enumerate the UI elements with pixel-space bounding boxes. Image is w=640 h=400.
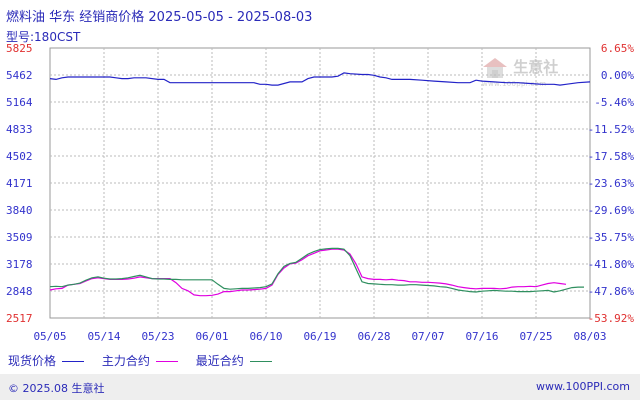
y-tick-label-left: 5462 [6, 69, 33, 82]
y-tick-label-right: 0.00% [601, 69, 634, 82]
chart-subtitle: 型号:180CST [6, 30, 81, 44]
x-tick-label: 05/14 [87, 330, 120, 343]
x-tick-label: 08/03 [573, 330, 606, 343]
x-tick-label: 06/19 [303, 330, 336, 343]
chart-legend: 现货价格 主力合约 最近合约 [8, 352, 286, 369]
x-tick-label: 05/23 [141, 330, 174, 343]
y-tick-label-left: 2517 [6, 312, 33, 325]
x-tick-label: 06/01 [195, 330, 228, 343]
site-link[interactable]: www.100PPI.com [536, 380, 630, 393]
x-tick-label: 07/16 [465, 330, 498, 343]
y-tick-label-left: 4502 [6, 150, 33, 163]
y-tick-label-right: -53.92% [588, 312, 635, 325]
y-tick-label-left: 4171 [6, 177, 33, 190]
legend-swatch-nearest-contract [249, 361, 272, 362]
y-tick-label-right: -47.86% [588, 285, 635, 298]
legend-swatch-main-contract [155, 361, 178, 362]
y-tick-label-left: 3178 [6, 258, 33, 271]
y-tick-label-left: 5164 [6, 96, 33, 109]
series-line-2 [49, 247, 584, 293]
y-tick-label-right: -41.80% [588, 258, 635, 271]
y-tick-label-right: -29.69% [588, 204, 635, 217]
x-tick-label: 06/10 [249, 330, 282, 343]
y-tick-label-left: 5825 [6, 42, 33, 55]
y-tick-label-left: 4833 [6, 123, 33, 136]
y-tick-label-right: -5.46% [594, 96, 634, 109]
legend-item-nearest-contract: 最近合约 [196, 352, 272, 369]
y-tick-label-right: -17.58% [588, 150, 635, 163]
series-line-1 [49, 248, 567, 297]
legend-swatch-spot [62, 361, 85, 362]
footer-bar: © 2025.08 生意社 www.100PPI.com [0, 374, 640, 400]
x-tick-label: 05/05 [33, 330, 66, 343]
legend-label-spot: 现货价格 [8, 354, 57, 368]
y-tick-label-left: 3840 [6, 204, 33, 217]
chart-title: 燃料油 华东 经销商价格 2025-05-05 - 2025-08-03 [6, 10, 313, 25]
y-tick-label-right: 6.65% [601, 42, 634, 55]
y-tick-label-left: 2848 [6, 285, 33, 298]
watermark: 生意社 www.100ppi.com [482, 56, 558, 88]
house-logo-icon [483, 57, 507, 78]
y-tick-label-right: -11.52% [588, 123, 635, 136]
legend-label-nearest-contract: 最近合约 [195, 354, 244, 368]
y-tick-label-right: -23.63% [588, 177, 635, 190]
y-tick-label-right: -35.75% [588, 231, 635, 244]
y-tick-label-left: 3509 [6, 231, 33, 244]
x-tick-label: 06/28 [357, 330, 390, 343]
legend-label-main-contract: 主力合约 [101, 354, 150, 368]
legend-item-spot: 现货价格 [8, 352, 85, 369]
x-tick-label: 07/07 [411, 330, 444, 343]
watermark-text: 生意社 [513, 58, 559, 76]
x-tick-label: 07/25 [519, 330, 552, 343]
copyright-text: © 2025.08 生意社 [8, 382, 105, 395]
legend-item-main-contract: 主力合约 [102, 352, 178, 369]
series-line-0 [49, 72, 591, 86]
watermark-url: www.100ppi.com [482, 79, 547, 88]
